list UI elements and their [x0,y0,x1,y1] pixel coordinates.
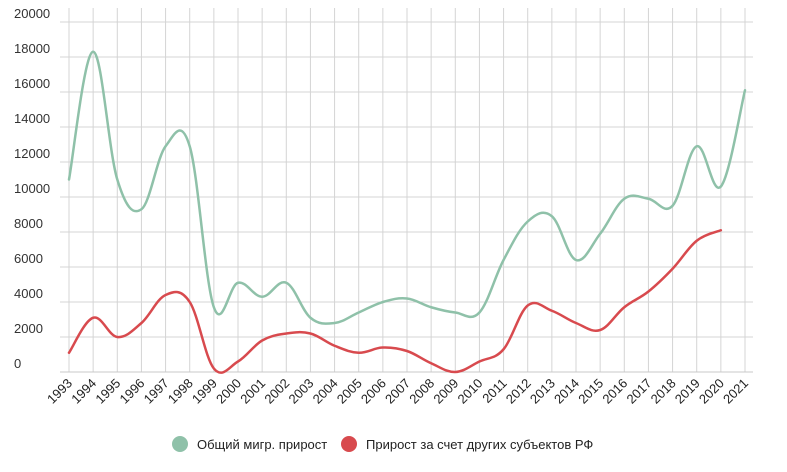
x-tick-label: 2010 [454,376,485,407]
x-tick-label: 1997 [141,376,172,407]
x-tick-label: 2012 [503,376,534,407]
y-tick-label: 8000 [14,216,43,231]
x-tick-label: 1995 [92,376,123,407]
x-tick-label: 2013 [527,376,558,407]
x-tick-label: 2011 [479,376,509,406]
legend: Общий мигр. прирост Прирост за счет други… [172,436,593,452]
grid-layer [60,8,753,373]
legend-label-1: Общий мигр. прирост [197,437,327,452]
y-tick-label: 14000 [14,111,50,126]
x-tick-label: 1998 [165,376,196,407]
x-tick-label: 2005 [334,376,365,407]
x-tick-label: 2017 [623,376,654,407]
x-tick-label: 2021 [720,376,751,407]
x-tick-label: 2008 [406,376,437,407]
y-tick-label: 0 [14,356,21,371]
y-tick-label: 6000 [14,251,43,266]
y-tick-label: 18000 [14,41,50,56]
y-axis: 0 2000 4000 6000 8000 10000 12000 14000 16000 180… [14,6,50,371]
y-tick-label: 12000 [14,146,50,161]
x-axis: 1993199419951996199719981999200020012002… [44,376,751,407]
x-tick-label: 1993 [44,376,75,407]
series-line-2 [67,229,723,374]
x-tick-label: 2007 [382,376,413,407]
y-tick-label: 10000 [14,181,50,196]
legend-label-2: Прирост за счет других субъектов РФ [366,437,593,452]
x-tick-label: 2001 [237,376,268,407]
x-tick-label: 1996 [116,376,147,407]
legend-marker-1 [172,436,188,452]
x-tick-label: 1994 [68,376,99,407]
series-line-1 [67,50,747,325]
x-tick-label: 1999 [189,376,220,407]
x-tick-label: 2019 [672,376,703,407]
x-tick-label: 2006 [358,376,389,407]
x-tick-label: 2000 [213,376,244,407]
x-tick-label: 2020 [696,376,727,407]
x-tick-label: 2004 [310,376,341,407]
x-tick-label: 2003 [285,376,316,407]
legend-marker-2 [341,436,357,452]
x-tick-label: 2009 [430,376,461,407]
series-layer [67,50,747,374]
y-tick-label: 16000 [14,76,50,91]
x-tick-label: 2002 [261,376,292,407]
y-tick-label: 4000 [14,286,43,301]
x-tick-label: 2015 [575,376,606,407]
x-tick-label: 2014 [551,376,582,407]
x-tick-label: 2016 [599,376,630,407]
y-tick-label: 2000 [14,321,43,336]
x-tick-label: 2018 [648,376,679,407]
y-tick-label: 20000 [14,6,50,21]
